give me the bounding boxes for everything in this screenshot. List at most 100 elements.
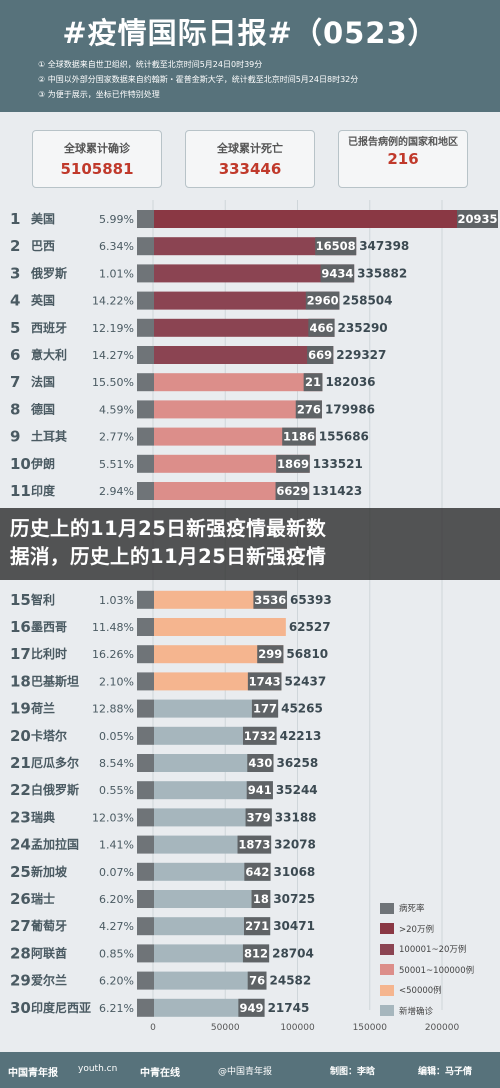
new-cases-cell [295, 400, 322, 419]
confirmed-bar [154, 454, 310, 473]
confirmed-bar [154, 618, 286, 636]
header: #疫情国际日报#（0523） ① 全球数据来自世卫组织，统计截至北京时间5月24… [0, 0, 500, 112]
rank-label: 29 [10, 972, 31, 990]
death-rate-bar [137, 454, 154, 473]
x-tick-label: 200000 [425, 1023, 460, 1033]
death-rate-label: 4.27% [99, 920, 134, 933]
legend-item: >20万例 [380, 919, 492, 940]
confirmed-label: 235290 [338, 321, 388, 335]
death-rate-label: 14.22% [92, 295, 134, 308]
confirmed-bar [154, 754, 274, 772]
editor-credit: 编辑：马子倩 [418, 1067, 473, 1077]
death-rate-bar [137, 318, 154, 337]
death-rate-bar [137, 482, 154, 500]
confirmed-label: 36258 [276, 756, 318, 770]
country-label: 葡萄牙 [30, 918, 67, 933]
stat-countries: 已报告病例的国家和地区 216 [338, 130, 468, 188]
legend-swatch [380, 1005, 394, 1017]
country-label: 法国 [31, 374, 55, 389]
new-cases-label: 669 [308, 348, 332, 362]
source-logo-1: 中国青年报 [8, 1068, 58, 1079]
death-rate-bar [137, 808, 154, 827]
new-cases-label: 1743 [249, 674, 281, 688]
confirmed-bar [154, 781, 273, 800]
rank-label: 1 [10, 210, 20, 228]
death-rate-bar [137, 944, 154, 963]
confirmed-bar [154, 318, 335, 337]
confirmed-label: 179986 [325, 402, 375, 416]
legend-swatch [380, 984, 394, 996]
confirmed-label: 133521 [313, 457, 363, 471]
country-label: 英国 [31, 293, 55, 308]
banner-line-1: 历史上的11月25日新强疫情最新数 [10, 517, 327, 540]
death-rate-label: 14.27% [92, 349, 134, 362]
country-label: 印度尼西亚 [31, 1000, 91, 1015]
new-cases-cell [244, 862, 271, 881]
country-label: 德国 [31, 401, 55, 416]
confirmed-label: 30471 [273, 919, 315, 933]
confirmed-label: 33188 [275, 810, 317, 824]
death-rate-label: 6.20% [99, 975, 134, 988]
death-rate-bar [137, 672, 154, 691]
country-label: 伊朗 [30, 456, 55, 471]
design-credit: 制图：李晗 [330, 1067, 376, 1077]
new-cases-label: 1869 [277, 457, 309, 471]
new-cases-label: 76 [249, 974, 265, 988]
rank-label: 19 [10, 700, 31, 718]
country-label: 美国 [31, 211, 55, 226]
confirmed-label: 32078 [274, 838, 316, 852]
confirmed-label: 182036 [325, 375, 375, 389]
stat-label: 已报告病例的国家和地区 [348, 137, 458, 148]
legend-item: 50001~100000例 [380, 960, 492, 981]
new-cases-cell [238, 998, 265, 1017]
overlay-banner[interactable]: 历史上的11月25日新强疫情最新数 据消，历史上的11月25日新强疫情 [0, 508, 500, 580]
death-rate-label: 6.34% [99, 240, 134, 253]
death-rate-label: 12.19% [92, 322, 134, 335]
rank-label: 10 [10, 455, 31, 473]
confirmed-label: 229327 [336, 348, 386, 362]
country-label: 智利 [30, 592, 55, 607]
stat-value: 5105881 [60, 160, 134, 178]
new-cases-cell [308, 318, 335, 337]
confirmed-label: 335882 [357, 266, 407, 280]
confirmed-bar [154, 645, 284, 664]
country-label: 荷兰 [30, 701, 55, 716]
death-rate-label: 0.07% [99, 866, 134, 879]
new-cases-label: 379 [247, 810, 271, 824]
death-rate-bar [137, 890, 154, 908]
death-rate-label: 12.88% [92, 703, 134, 716]
death-rate-bar [137, 754, 154, 772]
country-label: 巴西 [31, 239, 55, 253]
death-rate-label: 2.94% [99, 485, 134, 498]
new-cases-cell [247, 672, 282, 691]
country-label: 孟加拉国 [31, 837, 79, 852]
new-cases-cell [247, 754, 274, 772]
country-label: 墨西哥 [31, 620, 67, 634]
new-cases-label: 9434 [321, 266, 353, 280]
death-rate-bar [137, 264, 154, 283]
rank-label: 8 [10, 400, 20, 418]
stat-total-confirmed: 全球累计确诊 5105881 [32, 130, 162, 188]
death-rate-label: 2.10% [99, 675, 134, 688]
bar-chart: 0500001000001500002000001美国5.99%20935162… [10, 200, 498, 1033]
death-rate-bar [137, 971, 154, 990]
new-cases-cell [303, 373, 323, 392]
rank-label: 15 [10, 591, 31, 609]
confirmed-label: 42213 [280, 729, 322, 743]
new-cases-cell [253, 590, 288, 609]
rank-label: 22 [10, 781, 31, 799]
confirmed-label: 52437 [284, 674, 326, 688]
x-tick-label: 100000 [280, 1023, 315, 1033]
death-rate-label: 16.26% [92, 648, 134, 661]
confirmed-label: 35244 [276, 783, 318, 797]
new-cases-label: 177 [253, 702, 277, 716]
new-cases-cell [242, 726, 277, 745]
confirmed-bar [154, 971, 267, 990]
legend-swatch [380, 964, 394, 976]
death-rate-label: 1.03% [99, 594, 134, 607]
x-tick-label: 150000 [353, 1023, 388, 1033]
legend-label: 50001~100000例 [399, 965, 475, 976]
note-3: ③ 为便于展示，坐标已作特别处理 [38, 90, 160, 99]
confirmed-label: 258504 [342, 294, 392, 308]
